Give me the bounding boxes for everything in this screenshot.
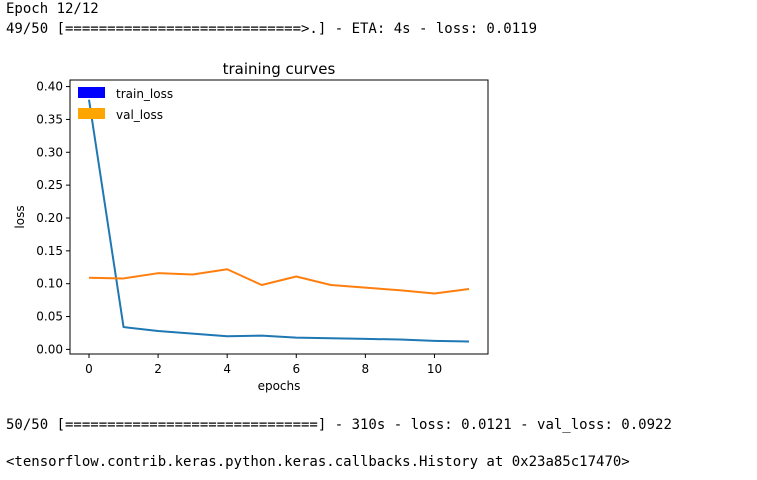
data-point-val-loss <box>330 284 332 286</box>
x-tick-label: 0 <box>85 362 93 376</box>
x-tick-label: 6 <box>292 362 300 376</box>
data-point-val-loss <box>364 287 366 289</box>
y-tick-label: 0.30 <box>36 145 63 159</box>
y-tick-label: 0.20 <box>36 211 63 225</box>
data-point-train-loss <box>468 341 470 343</box>
axes-layer <box>69 79 489 355</box>
data-point-train-loss <box>295 337 297 339</box>
plot-frame <box>69 79 489 355</box>
y-tick-label: 0.00 <box>36 342 63 356</box>
y-tick-label: 0.35 <box>36 112 63 126</box>
series-line-train-loss <box>88 99 470 343</box>
legend: train_loss val_loss <box>78 87 173 122</box>
data-point-train-loss <box>88 99 90 101</box>
y-tick-label: 0.05 <box>36 310 63 324</box>
x-tick-label: 4 <box>223 362 231 376</box>
chart-title: training curves <box>223 60 336 78</box>
history-object-output: <tensorflow.contrib.keras.python.keras.c… <box>6 454 630 470</box>
y-tick-label: 0.10 <box>36 277 63 291</box>
data-point-train-loss <box>123 326 125 328</box>
data-point-val-loss <box>157 272 159 274</box>
data-point-train-loss <box>261 335 263 337</box>
x-axis-label: epochs <box>258 379 301 393</box>
x-tick-label: 8 <box>362 362 370 376</box>
data-point-val-loss <box>468 288 470 290</box>
training-curves-chart: 0 2 4 6 8 10 0.00 0.05 0.10 0.15 0.20 0.25 0.30 0.35 0… <box>13 60 489 393</box>
data-point-train-loss <box>192 333 194 335</box>
x-tick-label: 2 <box>154 362 162 376</box>
ticks-layer: 0 2 4 6 8 10 0.00 0.05 0.10 0.15 0.20 0.25 0.30 0.35 0… <box>36 80 442 376</box>
data-point-train-loss <box>433 340 435 342</box>
data-point-train-loss <box>330 337 332 339</box>
data-point-val-loss <box>433 293 435 295</box>
data-point-val-loss <box>123 277 125 279</box>
data-point-val-loss <box>226 268 228 270</box>
legend-swatch-val-loss <box>78 108 105 119</box>
progress-line-final: 50/50 [==============================] -… <box>6 417 672 433</box>
plot-layer <box>88 99 470 343</box>
y-tick-label: 0.15 <box>36 244 63 258</box>
y-tick-label: 0.25 <box>36 178 63 192</box>
data-point-train-loss <box>226 335 228 337</box>
data-point-train-loss <box>399 339 401 341</box>
series-line-val-loss <box>88 268 470 295</box>
legend-label-train-loss: train_loss <box>116 87 173 101</box>
legend-swatch-train-loss <box>78 87 105 98</box>
data-point-val-loss <box>88 277 90 279</box>
data-point-val-loss <box>261 284 263 286</box>
epoch-header: Epoch 12/12 <box>6 1 99 17</box>
y-tick-label: 0.40 <box>36 80 63 94</box>
data-point-val-loss <box>399 289 401 291</box>
legend-label-val-loss: val_loss <box>116 108 163 122</box>
data-point-train-loss <box>364 338 366 340</box>
x-tick-label: 10 <box>427 362 442 376</box>
progress-line-eta: 49/50 [============================>.] -… <box>6 21 538 37</box>
data-point-val-loss <box>192 273 194 275</box>
data-point-train-loss <box>157 330 159 332</box>
data-point-val-loss <box>295 275 297 277</box>
y-axis-label: loss <box>13 205 27 228</box>
